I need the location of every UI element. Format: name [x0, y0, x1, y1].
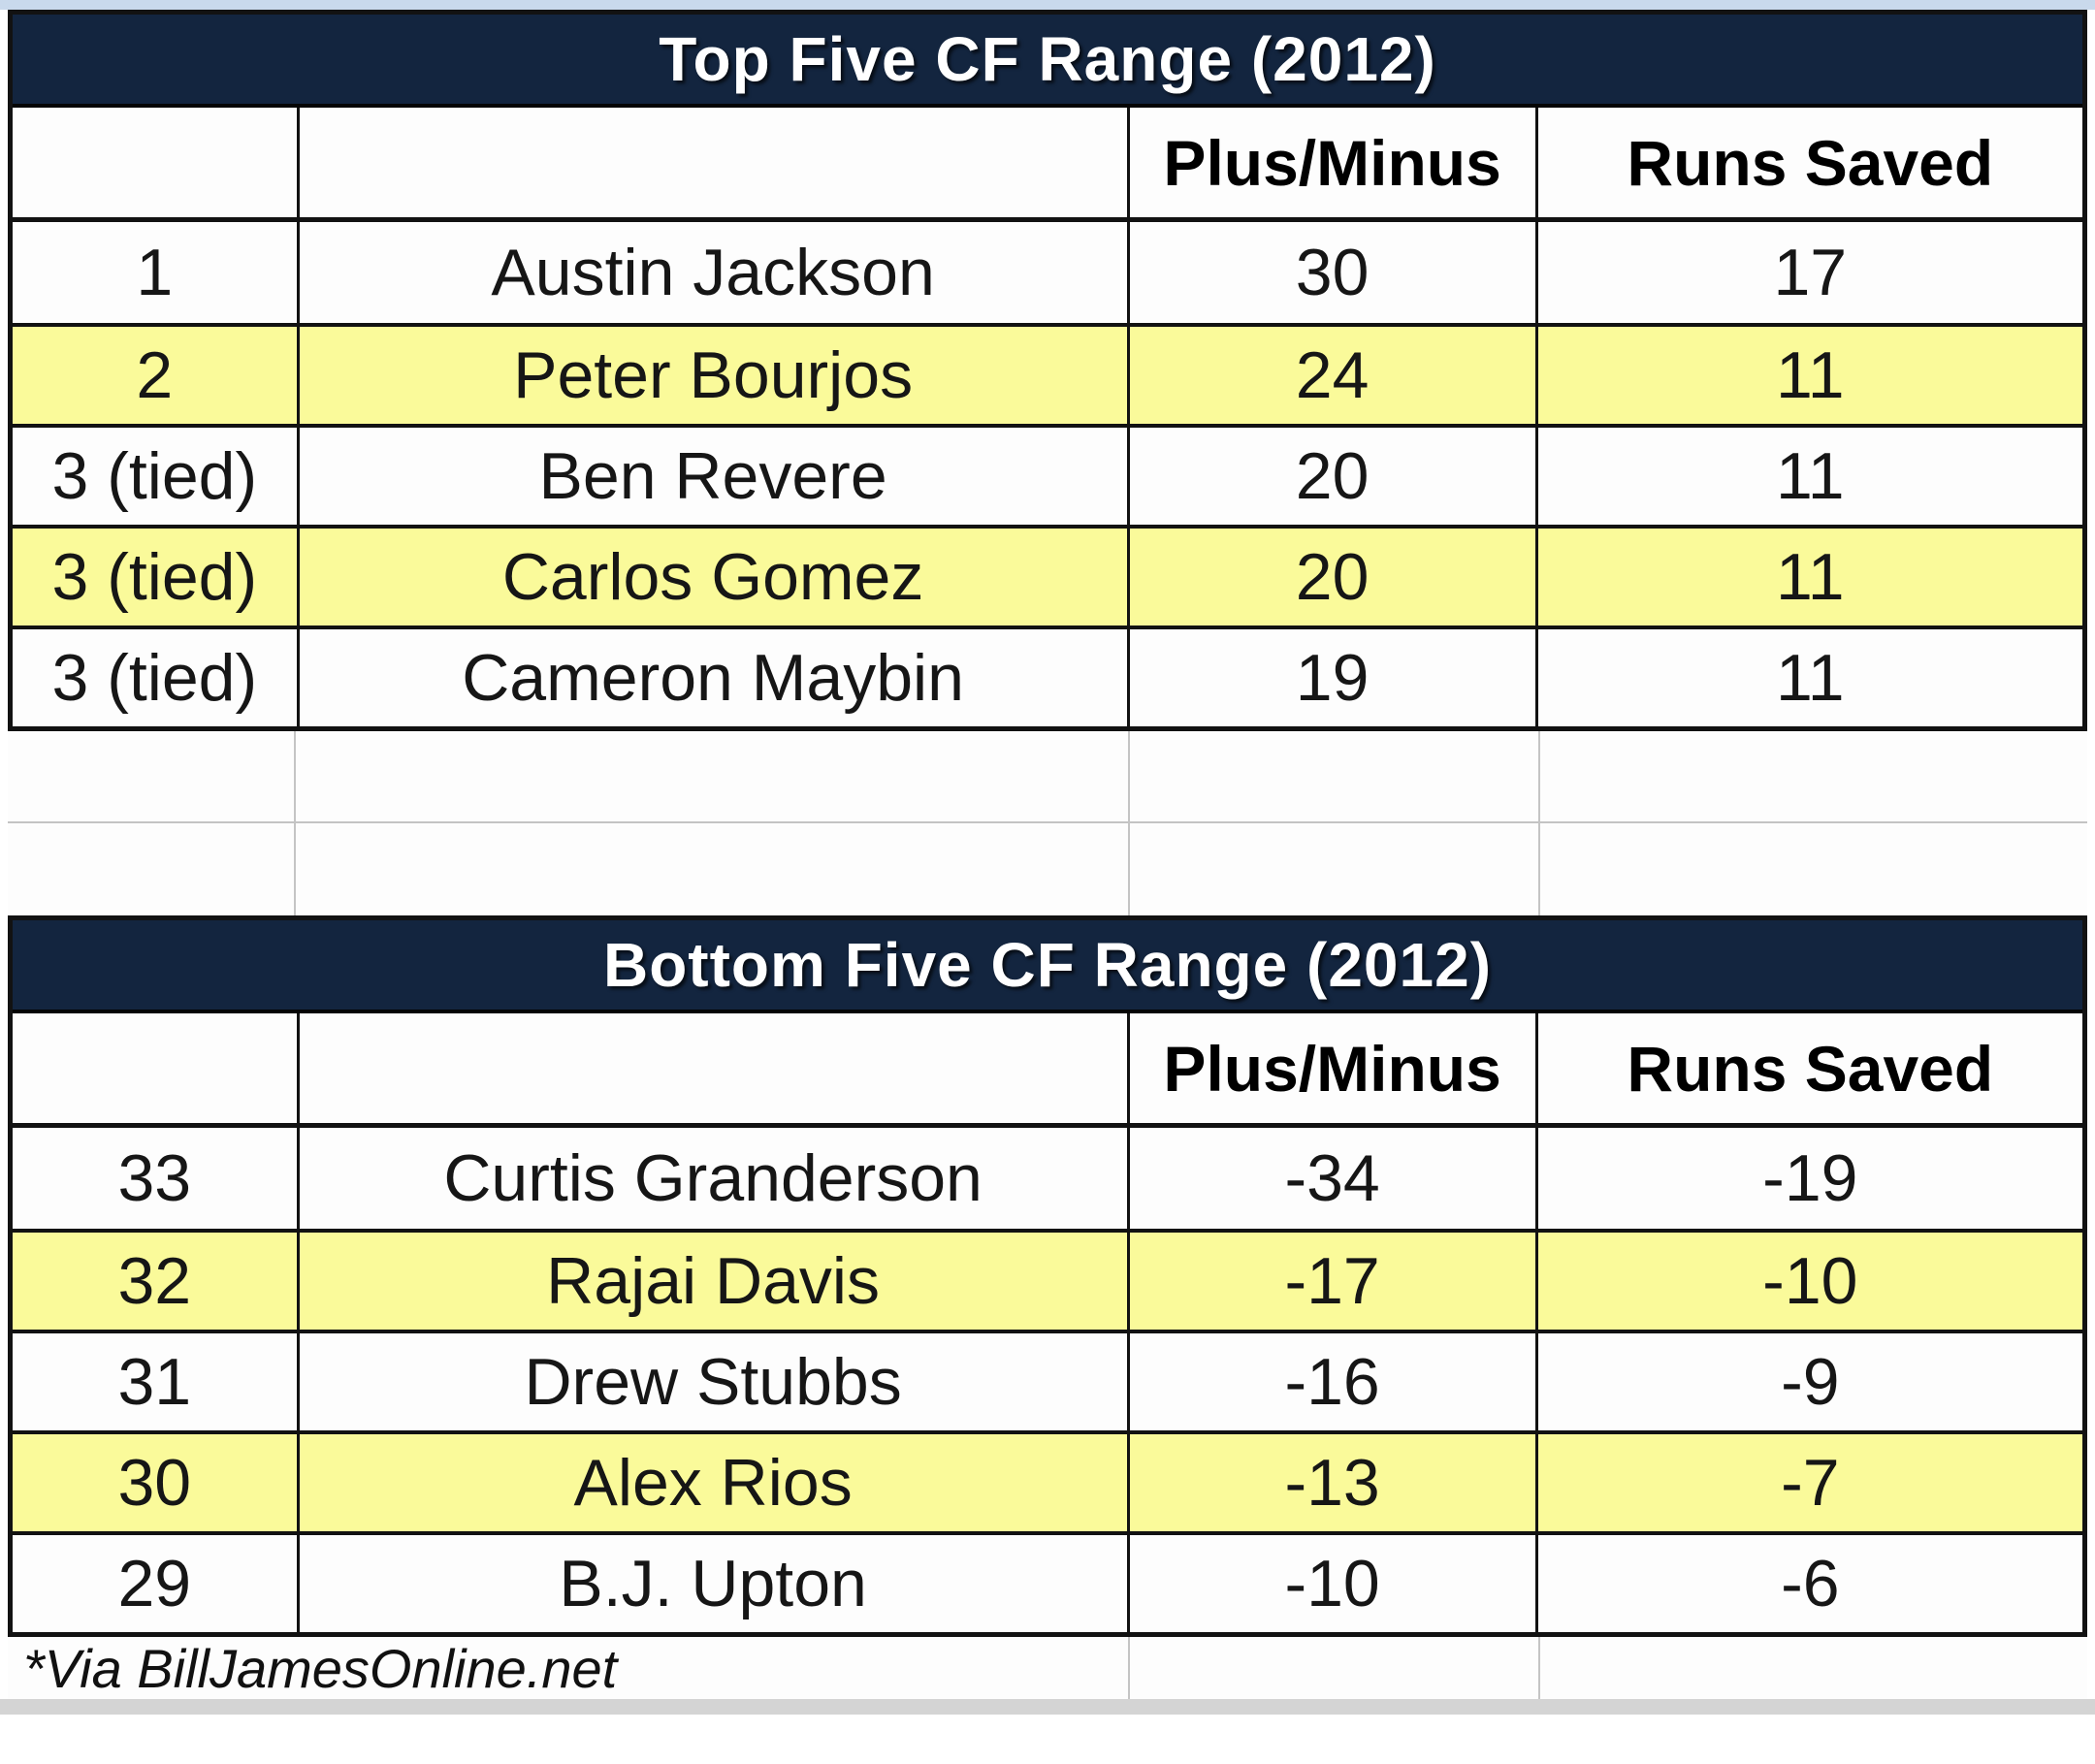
player-cell: Drew Stubbs: [300, 1333, 1130, 1430]
runs-saved-cell: -10: [1762, 1244, 1858, 1318]
runs-saved-cell: 11: [1776, 540, 1845, 614]
plus-minus-cell: 19: [1130, 629, 1538, 726]
top-five-title-bar: Top Five CF Range (2012): [13, 15, 2082, 108]
player-column-header: [300, 1013, 1130, 1123]
table-row: 33 Curtis Granderson -34 -19: [13, 1128, 2082, 1229]
table-row: 31 Drew Stubbs -16 -9: [13, 1330, 2082, 1430]
rank-cell: 3 (tied): [13, 428, 300, 525]
player-cell: Carlos Gomez: [300, 529, 1130, 625]
spacer-cell: [8, 731, 296, 821]
player-cell: Cameron Maybin: [300, 629, 1130, 726]
rank-cell: 3 (tied): [13, 529, 300, 625]
runs-saved-cell: 11: [1776, 338, 1845, 412]
top-five-rows: 1 Austin Jackson 30 17 2 Peter Bourjos 24 11 3 (…: [13, 222, 2082, 726]
table-row: 29 B.J. Upton -10 -6: [13, 1531, 2082, 1632]
spacer-cell: [296, 823, 1130, 915]
top-five-title: Top Five CF Range (2012): [659, 24, 1436, 94]
spreadsheet: Top Five CF Range (2012) Plus/Minus Runs…: [8, 10, 2087, 1699]
bottom-five-title: Bottom Five CF Range (2012): [602, 930, 1493, 1000]
player-cell: Alex Rios: [300, 1434, 1130, 1531]
plus-minus-cell: 30: [1130, 222, 1538, 323]
player-cell: B.J. Upton: [300, 1535, 1130, 1632]
bottom-five-table: Bottom Five CF Range (2012) Plus/Minus R…: [8, 915, 2087, 1637]
top-five-table: Top Five CF Range (2012) Plus/Minus Runs…: [8, 10, 2087, 731]
bottom-five-rows: 33 Curtis Granderson -34 -19 32 Rajai Davis -1…: [13, 1128, 2082, 1632]
source-note-row: *Via BillJamesOnline.net: [8, 1637, 2087, 1699]
player-cell: Peter Bourjos: [300, 327, 1130, 424]
source-note: *Via BillJamesOnline.net: [8, 1637, 1130, 1699]
runs-saved-cell: -7: [1781, 1446, 1840, 1520]
runs-saved-cell: -9: [1781, 1345, 1840, 1419]
bottom-five-title-bar: Bottom Five CF Range (2012): [13, 920, 2082, 1013]
table-row: 32 Rajai Davis -17 -10: [13, 1229, 2082, 1330]
table-row: 1 Austin Jackson 30 17: [13, 222, 2082, 323]
table-row: 2 Peter Bourjos 24 11: [13, 323, 2082, 424]
spacer-cell: [8, 823, 296, 915]
runs-saved-column-header: Runs Saved: [1627, 126, 1994, 199]
spacer-cell: [1540, 731, 2087, 821]
player-cell: Austin Jackson: [300, 222, 1130, 323]
plus-minus-cell: 20: [1130, 428, 1538, 525]
table-row: 3 (tied) Cameron Maybin 19 11: [13, 625, 2082, 726]
plus-minus-cell: -10: [1130, 1535, 1538, 1632]
plus-minus-cell: -17: [1130, 1233, 1538, 1330]
rank-cell: 30: [13, 1434, 300, 1531]
bottom-five-header-row: Plus/Minus Runs Saved: [13, 1013, 2082, 1128]
table-row: 30 Alex Rios -13 -7: [13, 1430, 2082, 1531]
rank-cell: 2: [13, 327, 300, 424]
plus-minus-cell: -16: [1130, 1333, 1538, 1430]
plus-minus-cell: 24: [1130, 327, 1538, 424]
rank-cell: 32: [13, 1233, 300, 1330]
spacer-cell: [296, 731, 1130, 821]
plus-minus-column-header: Plus/Minus: [1130, 108, 1538, 217]
player-cell: Ben Revere: [300, 428, 1130, 525]
runs-saved-cell: -6: [1781, 1547, 1840, 1620]
plus-minus-cell: -34: [1130, 1128, 1538, 1229]
spacer-cell: [1130, 731, 1540, 821]
player-column-header: [300, 108, 1130, 217]
rank-cell: 31: [13, 1333, 300, 1430]
plus-minus-column-header: Plus/Minus: [1130, 1013, 1538, 1123]
rank-column-header: [13, 1013, 300, 1123]
rank-cell: 29: [13, 1535, 300, 1632]
player-cell: Curtis Granderson: [300, 1128, 1130, 1229]
table-row: 3 (tied) Carlos Gomez 20 11: [13, 525, 2082, 625]
spacer-row: [8, 823, 2087, 915]
top-five-header-row: Plus/Minus Runs Saved: [13, 108, 2082, 222]
runs-saved-cell: -19: [1762, 1141, 1858, 1215]
runs-saved-cell: 17: [1773, 236, 1848, 309]
spacer-row: [8, 731, 2087, 823]
runs-saved-cell: 11: [1776, 439, 1845, 513]
table-row: 3 (tied) Ben Revere 20 11: [13, 424, 2082, 525]
top-margin-strip: [0, 0, 2095, 10]
plus-minus-cell: 20: [1130, 529, 1538, 625]
spacer-cell: [1540, 1637, 2087, 1699]
runs-saved-column-header: Runs Saved: [1627, 1032, 1994, 1105]
rank-cell: 33: [13, 1128, 300, 1229]
runs-saved-cell: 11: [1776, 641, 1845, 715]
rank-cell: 1: [13, 222, 300, 323]
player-cell: Rajai Davis: [300, 1233, 1130, 1330]
spacer-cell: [1130, 1637, 1540, 1699]
rank-cell: 3 (tied): [13, 629, 300, 726]
rank-column-header: [13, 108, 300, 217]
plus-minus-cell: -13: [1130, 1434, 1538, 1531]
spacer-cell: [1540, 823, 2087, 915]
spacer-cell: [1130, 823, 1540, 915]
empty-rows-gap: [8, 731, 2087, 915]
bottom-margin-strip: [0, 1699, 2095, 1715]
